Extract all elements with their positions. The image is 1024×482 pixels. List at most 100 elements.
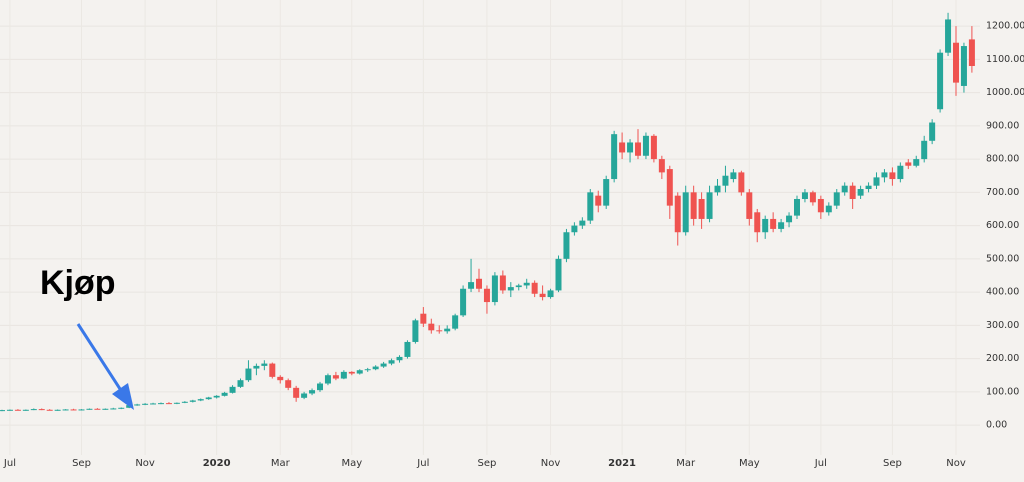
- candle-body: [0, 410, 5, 412]
- candle-body: [754, 212, 761, 233]
- y-tick-label: 200.00: [986, 353, 1019, 364]
- y-tick-label: 500.00: [986, 253, 1019, 264]
- candle-body: [229, 386, 236, 393]
- candle-body: [730, 172, 737, 180]
- candle-body: [897, 165, 904, 180]
- candle-body: [690, 192, 697, 219]
- y-tick-label: 1200.00: [986, 21, 1024, 32]
- candle-body: [237, 380, 244, 387]
- candle-body: [6, 409, 13, 411]
- candle-body: [277, 376, 284, 381]
- candle-body: [794, 198, 800, 216]
- candle-body: [786, 215, 793, 223]
- y-tick-label: 300.00: [986, 320, 1019, 331]
- x-tick-label: Jul: [3, 458, 16, 469]
- candle-body: [364, 369, 371, 371]
- candle-body: [547, 290, 554, 298]
- candle-body: [650, 135, 657, 160]
- candle-body: [913, 159, 920, 166]
- x-tick-label: Nov: [946, 458, 966, 469]
- candle-body: [444, 328, 451, 332]
- candle-body: [778, 222, 785, 229]
- candle-body: [340, 371, 347, 379]
- candle-body: [404, 341, 411, 357]
- x-tick-label: Sep: [883, 458, 902, 469]
- candle-body: [293, 387, 300, 398]
- candle-body: [142, 403, 149, 405]
- candle-body: [388, 360, 395, 364]
- arrow-shaft: [76, 323, 124, 393]
- candle-body: [102, 408, 109, 410]
- candle-body: [658, 159, 665, 173]
- candle-body: [635, 142, 641, 156]
- candle-body: [165, 403, 172, 405]
- candle-body: [833, 192, 840, 206]
- candles: [0, 12, 975, 412]
- candle-body: [46, 409, 53, 411]
- y-tick-label: 400.00: [986, 287, 1019, 298]
- labels: 0.00 100.00 200.00 300.00 400.00 500.00 600.00…: [3, 21, 1024, 469]
- candle-body: [817, 198, 824, 213]
- candle-body: [285, 380, 292, 388]
- candle-body: [929, 122, 936, 141]
- candle-body: [332, 375, 339, 379]
- y-tick-label: 600.00: [986, 220, 1019, 231]
- annotation: Kjøp: [40, 264, 116, 302]
- candle-body: [412, 320, 419, 342]
- candle-body: [809, 192, 816, 203]
- candle-body: [22, 409, 29, 411]
- y-tick-label: 0.00: [986, 420, 1007, 431]
- candle-body: [579, 220, 586, 226]
- x-tick-label: Jul: [416, 458, 429, 469]
- candle-body: [181, 401, 188, 403]
- candle-body: [698, 198, 705, 219]
- candle-body: [476, 278, 482, 289]
- candle-body: [380, 363, 387, 367]
- candle-body: [173, 402, 180, 404]
- candle-body: [595, 195, 602, 206]
- arrow: [76, 323, 134, 410]
- candle-body: [269, 363, 276, 377]
- candle-body: [491, 275, 498, 303]
- candle-body: [619, 142, 626, 153]
- candle-body: [968, 39, 975, 66]
- candle-body: [849, 185, 856, 199]
- candle-body: [468, 282, 475, 289]
- candle-body: [134, 404, 141, 406]
- candle-body: [499, 275, 506, 291]
- candle-body: [396, 356, 403, 361]
- candle-body: [825, 205, 832, 213]
- candle-body: [770, 218, 777, 229]
- candle-body: [706, 192, 713, 219]
- candle-body: [515, 285, 522, 288]
- candle-body: [372, 366, 379, 370]
- y-tick-label: 100.00: [986, 386, 1019, 397]
- candle-body: [611, 134, 618, 180]
- candle-body: [356, 370, 363, 374]
- candle-body: [94, 408, 101, 410]
- candle-body: [801, 192, 808, 199]
- candle-body: [873, 177, 880, 186]
- candle-body: [86, 408, 93, 410]
- candle-body: [921, 140, 928, 160]
- candle-body: [205, 397, 212, 400]
- candle-body: [746, 192, 753, 219]
- candle-body: [539, 293, 546, 298]
- x-tick-label: Sep: [72, 458, 91, 469]
- candle-body: [865, 185, 872, 190]
- x-tick-label: Nov: [135, 458, 155, 469]
- candle-body: [762, 218, 769, 233]
- candle-body: [682, 192, 689, 233]
- candle-body: [428, 323, 435, 331]
- candle-body: [841, 185, 848, 193]
- candle-body: [420, 313, 427, 324]
- candle-body: [150, 403, 157, 405]
- candle-body: [436, 330, 443, 332]
- candle-body: [587, 192, 594, 221]
- x-tick-label: May: [341, 458, 362, 469]
- candle-body: [213, 395, 220, 398]
- candle-body: [563, 232, 570, 259]
- candle-body: [452, 315, 459, 329]
